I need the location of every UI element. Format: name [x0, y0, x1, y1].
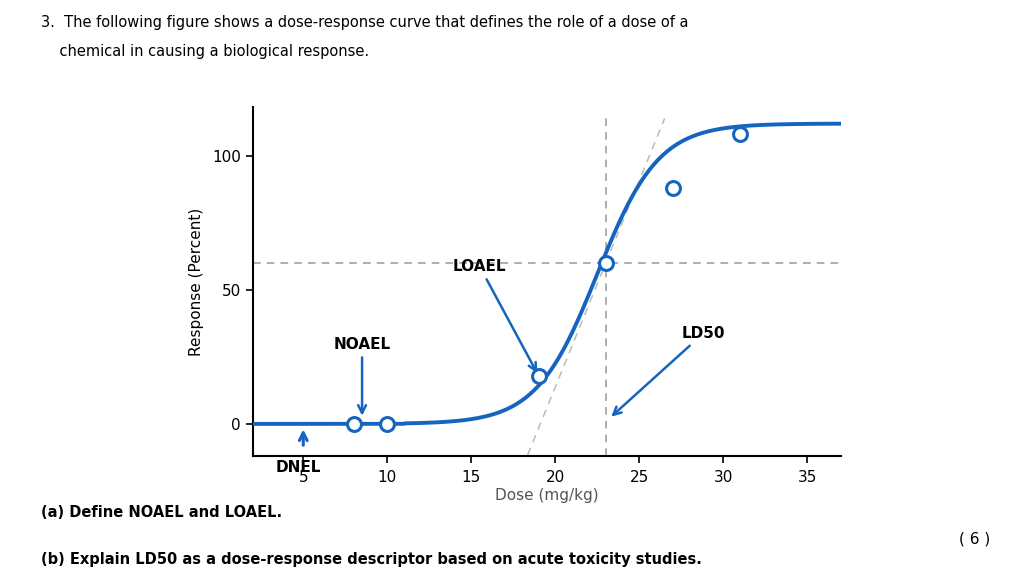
Text: DNEL: DNEL — [276, 460, 321, 475]
Text: LD50: LD50 — [613, 326, 724, 415]
Text: ( 6 ): ( 6 ) — [960, 532, 991, 547]
Text: 3.  The following figure shows a dose-response curve that defines the role of a : 3. The following figure shows a dose-res… — [41, 15, 688, 30]
Text: (b) Explain LD50 as a dose-response descriptor based on acute toxicity studies.: (b) Explain LD50 as a dose-response desc… — [41, 552, 702, 567]
Text: chemical in causing a biological response.: chemical in causing a biological respons… — [41, 44, 369, 59]
X-axis label: Dose (mg/kg): Dose (mg/kg) — [495, 488, 599, 503]
Text: NOAEL: NOAEL — [333, 337, 391, 413]
Text: (a) Define NOAEL and LOAEL.: (a) Define NOAEL and LOAEL. — [41, 505, 283, 521]
Y-axis label: Response (Percent): Response (Percent) — [189, 207, 204, 356]
Text: LOAEL: LOAEL — [453, 259, 536, 371]
